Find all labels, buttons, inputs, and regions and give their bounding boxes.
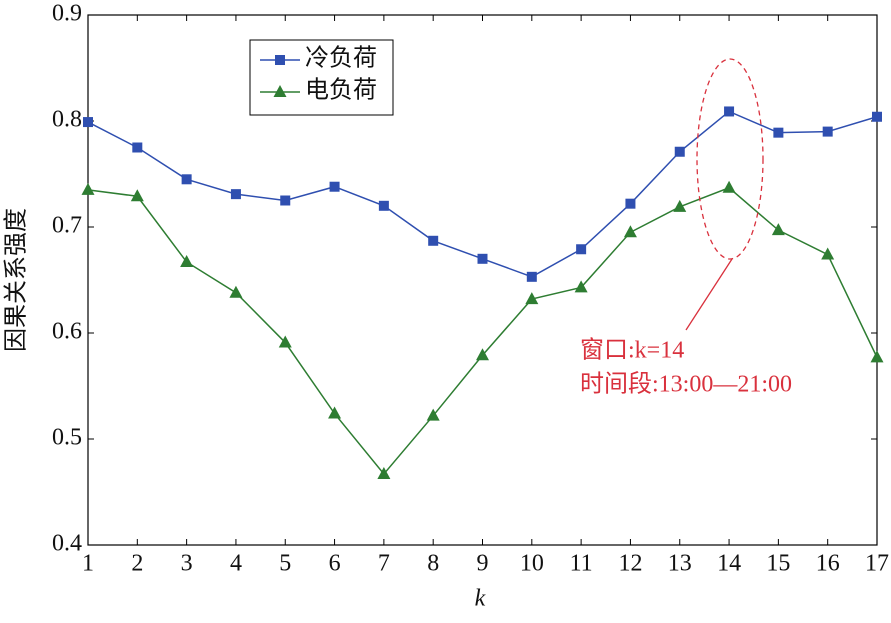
marker (722, 180, 736, 193)
x-tick-label: 5 (279, 551, 291, 577)
marker (181, 174, 192, 185)
x-tick-label: 7 (378, 551, 390, 577)
legend-marker (275, 55, 285, 65)
marker (773, 127, 784, 138)
marker (180, 254, 194, 267)
marker (81, 182, 95, 195)
legend-box (249, 39, 394, 116)
legend-label: 电负荷 (305, 77, 377, 104)
x-tick-label: 4 (230, 551, 242, 577)
marker (476, 348, 489, 361)
x-tick-label: 11 (570, 551, 593, 577)
marker (574, 280, 588, 293)
marker (329, 181, 340, 192)
marker (477, 253, 488, 264)
marker (771, 223, 785, 236)
y-tick-label: 0.9 (52, 1, 82, 27)
marker (130, 189, 144, 202)
x-tick-label: 2 (131, 551, 143, 577)
y-tick-label: 0.6 (52, 319, 82, 345)
marker (229, 285, 243, 298)
y-tick-label: 0.4 (52, 531, 82, 557)
marker (428, 235, 439, 246)
marker (821, 247, 835, 260)
x-tick-label: 13 (668, 551, 692, 577)
marker (426, 408, 440, 421)
marker (377, 466, 391, 479)
marker (328, 406, 342, 419)
x-tick-label: 12 (618, 551, 642, 577)
marker (724, 106, 735, 117)
marker (378, 200, 389, 211)
x-axis-label: k (475, 586, 486, 612)
x-tick-label: 3 (181, 551, 193, 577)
x-tick-label: 17 (865, 551, 889, 577)
legend-label: 冷负荷 (305, 45, 377, 72)
highlight-ellipse (696, 58, 764, 260)
marker (673, 199, 687, 212)
x-tick-label: 10 (520, 551, 544, 577)
y-axis-label: 因果关系强度 (3, 208, 30, 352)
series-line (87, 186, 878, 476)
x-tick-label: 1 (82, 551, 94, 577)
x-tick-label: 9 (477, 551, 489, 577)
marker (576, 244, 587, 255)
marker (525, 292, 539, 305)
legend-marker (273, 85, 287, 97)
x-tick-label: 14 (717, 551, 741, 577)
marker (822, 126, 833, 137)
annotation: 窗口:k=14 (580, 337, 684, 364)
marker (674, 146, 685, 157)
x-tick-label: 6 (329, 551, 341, 577)
marker (278, 335, 292, 348)
marker (132, 142, 143, 153)
annotation-pointer (685, 258, 733, 331)
x-tick-label: 16 (816, 551, 840, 577)
marker (623, 225, 637, 238)
series-line (87, 110, 878, 278)
annotation: 时间段:13:00—21:00 (580, 371, 792, 398)
x-tick-label: 15 (766, 551, 790, 577)
y-tick-label: 0.7 (52, 213, 82, 239)
x-tick-label: 8 (427, 551, 439, 577)
marker (870, 350, 884, 363)
marker (83, 117, 93, 128)
y-tick-label: 0.5 (52, 425, 82, 451)
marker (872, 111, 882, 122)
marker (625, 198, 636, 209)
marker (526, 271, 537, 282)
marker (230, 189, 241, 200)
y-tick-label: 0.8 (52, 107, 82, 133)
marker (280, 195, 291, 206)
plot-frame (87, 14, 878, 546)
